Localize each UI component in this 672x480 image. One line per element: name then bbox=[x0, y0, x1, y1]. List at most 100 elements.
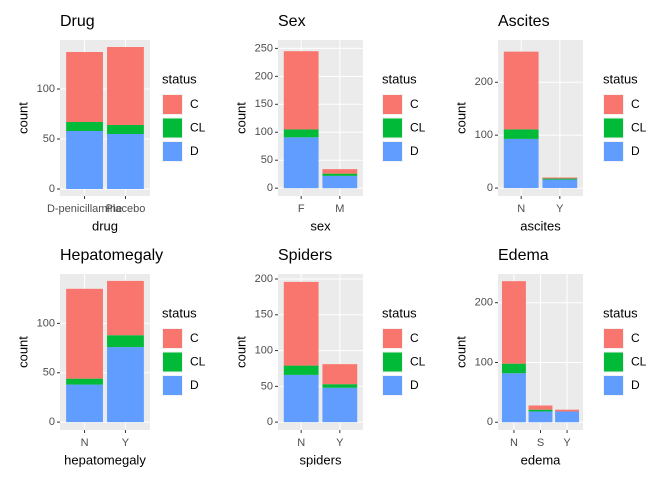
legend-label: CL bbox=[631, 121, 647, 135]
y-axis-title: count bbox=[15, 336, 30, 368]
bar-segment bbox=[322, 387, 358, 423]
y-axis-title: count bbox=[233, 102, 248, 134]
bar-segment bbox=[107, 280, 144, 336]
legend-swatch bbox=[383, 142, 402, 161]
bar-segment bbox=[107, 347, 144, 423]
chart-title: Drug bbox=[60, 13, 95, 30]
y-tick-label: 50 bbox=[43, 367, 55, 379]
x-tick-label: F bbox=[298, 203, 305, 215]
legend-label: D bbox=[410, 378, 419, 392]
chart-title: Ascites bbox=[498, 13, 550, 30]
x-tick-label: Y bbox=[122, 437, 130, 449]
legend-label: CL bbox=[410, 121, 426, 135]
y-axis-title: count bbox=[233, 336, 248, 368]
y-tick-label: 150 bbox=[255, 309, 273, 321]
bar-segment bbox=[283, 374, 319, 423]
bar-segment bbox=[322, 173, 358, 176]
y-tick-label: 100 bbox=[475, 356, 493, 368]
bar-segment bbox=[107, 125, 144, 134]
bar-segment bbox=[542, 178, 578, 180]
legend-swatch bbox=[383, 118, 402, 138]
legend-swatch bbox=[163, 95, 182, 114]
y-tick-label: 100 bbox=[37, 83, 55, 95]
legend-label: D bbox=[631, 378, 640, 392]
bar-segment bbox=[501, 281, 526, 364]
x-tick-label: Placebo bbox=[106, 203, 146, 215]
y-tick-label: 100 bbox=[475, 129, 493, 141]
legend-swatch bbox=[383, 95, 402, 114]
bar-segment bbox=[283, 129, 319, 138]
bar-segment bbox=[542, 177, 578, 179]
legend-swatch bbox=[163, 142, 182, 161]
y-tick-label: 50 bbox=[261, 380, 273, 392]
legend-swatch bbox=[604, 142, 623, 161]
bar-segment bbox=[528, 405, 553, 410]
y-tick-label: 0 bbox=[49, 183, 55, 195]
bar-segment bbox=[528, 411, 553, 423]
legend-swatch bbox=[604, 376, 623, 395]
legend-swatch bbox=[383, 376, 402, 395]
bar-segment bbox=[66, 384, 103, 423]
y-tick-label: 0 bbox=[267, 416, 273, 428]
legend-label: C bbox=[410, 331, 419, 345]
y-tick-label: 200 bbox=[475, 76, 493, 88]
x-tick-label: Y bbox=[563, 437, 571, 449]
x-tick-label: M bbox=[335, 203, 344, 215]
bar-segment bbox=[322, 384, 358, 388]
legend-label: D bbox=[410, 144, 419, 158]
bar-segment bbox=[283, 51, 319, 130]
legend-title: status bbox=[162, 71, 197, 86]
y-axis-title: count bbox=[15, 102, 30, 134]
legend-swatch bbox=[163, 352, 182, 372]
y-tick-label: 250 bbox=[255, 42, 273, 54]
x-tick-label: N bbox=[510, 437, 518, 449]
x-tick-label: Y bbox=[556, 203, 564, 215]
legend-label: C bbox=[631, 97, 640, 111]
legend-swatch bbox=[163, 118, 182, 138]
x-tick-label: S bbox=[537, 437, 544, 449]
bar-segment bbox=[555, 411, 580, 423]
legend-label: CL bbox=[410, 355, 426, 369]
bar-segment bbox=[107, 134, 144, 189]
chart-title: Spiders bbox=[278, 247, 332, 264]
bar-segment bbox=[283, 365, 319, 375]
y-tick-label: 100 bbox=[255, 126, 273, 138]
x-axis-title: sex bbox=[310, 218, 331, 233]
legend-swatch bbox=[604, 329, 623, 348]
bar-segment bbox=[503, 138, 539, 189]
x-axis-title: edema bbox=[521, 452, 562, 467]
y-tick-label: 50 bbox=[43, 133, 55, 145]
chart-title: Hepatomegaly bbox=[60, 247, 163, 264]
legend-label: CL bbox=[190, 121, 206, 135]
legend-title: status bbox=[603, 305, 638, 320]
legend-label: D bbox=[190, 378, 199, 392]
bar-segment bbox=[528, 409, 553, 412]
bar-segment bbox=[66, 131, 103, 189]
legend-label: D bbox=[190, 144, 199, 158]
x-axis-title: spiders bbox=[300, 452, 342, 467]
chart-title: Sex bbox=[278, 13, 306, 30]
legend-swatch bbox=[604, 118, 623, 138]
chart-title: Edema bbox=[498, 247, 549, 264]
y-axis-title: count bbox=[453, 336, 468, 368]
bar-segment bbox=[107, 47, 144, 125]
legend-swatch bbox=[604, 95, 623, 114]
bar-segment bbox=[555, 409, 580, 412]
legend-swatch bbox=[383, 352, 402, 372]
x-tick-label: N bbox=[81, 437, 89, 449]
legend-label: CL bbox=[190, 355, 206, 369]
bar-segment bbox=[66, 122, 103, 131]
legend-swatch bbox=[383, 329, 402, 348]
bar-segment bbox=[503, 129, 539, 139]
legend-label: C bbox=[190, 331, 199, 345]
x-axis-title: hepatomegaly bbox=[64, 452, 146, 467]
y-axis-title: count bbox=[453, 102, 468, 134]
bar-segment bbox=[322, 169, 358, 174]
bar-segment bbox=[283, 137, 319, 189]
legend-label: C bbox=[631, 331, 640, 345]
legend-swatch bbox=[163, 376, 182, 395]
bar-segment bbox=[66, 288, 103, 379]
legend-label: CL bbox=[631, 355, 647, 369]
y-tick-label: 200 bbox=[255, 273, 273, 285]
